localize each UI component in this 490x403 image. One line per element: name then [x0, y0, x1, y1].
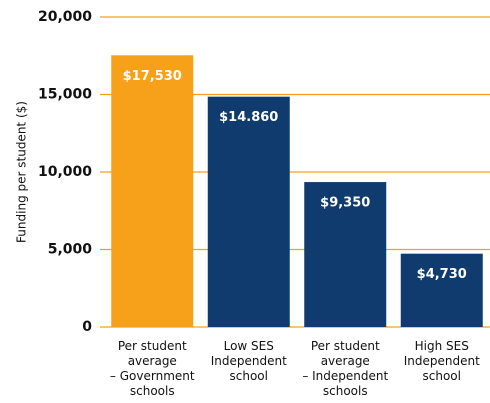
x-tick-label-line: schools — [323, 384, 368, 398]
y-tick-label: 5,000 — [48, 242, 93, 258]
x-tick-label-line: school — [230, 369, 268, 383]
x-tick-label-line: average — [128, 354, 177, 368]
x-tick-label-line: Independent — [404, 354, 480, 368]
x-tick-label: Per student average – Independent schools — [302, 339, 388, 398]
x-tick-label-line: schools — [130, 384, 175, 398]
x-tick-label-line: Per student — [311, 339, 380, 353]
x-tick-label-line: – Independent — [302, 369, 388, 383]
x-tick-label-line: average — [321, 354, 370, 368]
x-tick-label: Low SES Independent school — [211, 339, 287, 383]
x-tick-label-line: High SES — [415, 339, 469, 353]
x-tick-label-line: Low SES — [224, 339, 274, 353]
x-tick-label-line: school — [423, 369, 461, 383]
x-tick-label: High SES Independent school — [404, 339, 480, 383]
value-label: $17,530 — [123, 69, 182, 84]
x-tick-label-line: – Government — [110, 369, 195, 383]
value-label: $4,730 — [417, 267, 467, 282]
bar — [304, 182, 387, 327]
y-tick-label: 10,000 — [38, 164, 92, 180]
x-tick-label: Per student average – Government schools — [110, 339, 195, 398]
y-tick-label: 0 — [82, 319, 92, 335]
bar — [111, 55, 194, 327]
x-tick-label-line: Independent — [211, 354, 287, 368]
value-label: $14.860 — [219, 110, 278, 125]
y-tick-label: 15,000 — [38, 87, 92, 103]
x-tick-label-line: Per student — [118, 339, 187, 353]
y-axis-label: Funding per student ($) — [15, 101, 29, 243]
bar — [400, 253, 483, 327]
value-label: $9,350 — [320, 196, 370, 211]
bar — [207, 96, 290, 327]
y-tick-label: 20,000 — [38, 9, 92, 25]
